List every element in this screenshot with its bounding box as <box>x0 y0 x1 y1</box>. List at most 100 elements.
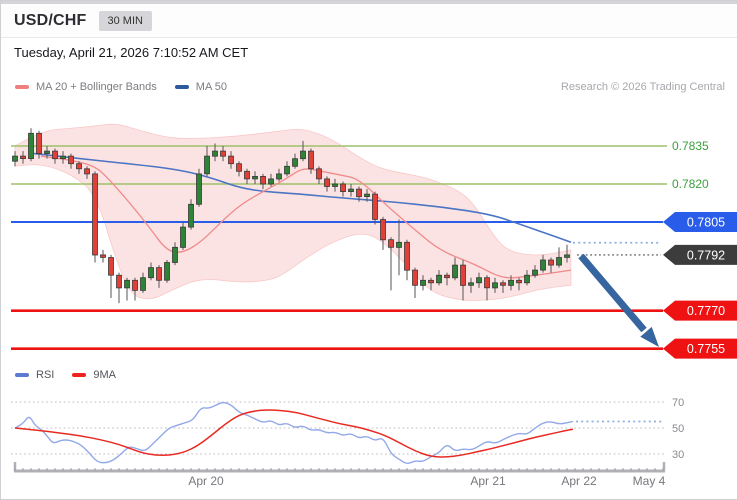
candle-down <box>444 274 450 279</box>
candle-down <box>116 274 122 289</box>
candle-up <box>532 269 538 276</box>
candle-down <box>68 155 74 165</box>
rsi-9ma-line <box>14 409 574 458</box>
candle-down <box>324 178 330 187</box>
support-price-label: 0.7755 <box>687 342 725 356</box>
candle-up <box>564 254 570 258</box>
candle-down <box>460 264 466 286</box>
candle-up <box>492 282 498 289</box>
x-axis-date-label: May 4 <box>633 474 666 488</box>
candle-down <box>388 239 394 248</box>
candle-down <box>380 219 386 241</box>
candle-up <box>252 176 258 180</box>
rsi-chart: 70 50 30 Apr 20 Apr 21 Apr 22 May 4 <box>11 397 684 488</box>
candle-down <box>132 279 138 291</box>
candle-down <box>244 170 250 180</box>
rsi-line <box>14 401 574 464</box>
candle-up <box>12 155 18 162</box>
main-legend: MA 20 + Bollinger Bands MA 50 Research ©… <box>15 81 725 93</box>
pivot-price-badge <box>663 212 737 232</box>
ma20-legend-label: MA 20 + Bollinger Bands <box>36 81 157 93</box>
candle-up <box>540 259 546 271</box>
candle-down <box>260 176 266 185</box>
candle-up <box>164 262 170 281</box>
rsi-legend-label: RSI <box>36 369 55 381</box>
candle-down <box>220 150 226 157</box>
candle-down <box>516 279 522 284</box>
candles-layer <box>12 128 570 304</box>
candle-up <box>364 193 370 197</box>
support-price-label: 0.7770 <box>687 304 725 318</box>
candle-up <box>196 173 202 205</box>
pivot-price-label: 0.7805 <box>687 215 725 229</box>
candle-down <box>92 173 98 256</box>
candle-up <box>284 165 290 175</box>
candle-up <box>212 150 218 157</box>
last-price-badge <box>663 244 737 265</box>
legend-item-9ma: 9MA <box>72 369 116 381</box>
chart-header: USD/CHF 30 MIN <box>1 4 737 38</box>
candle-up <box>300 150 306 160</box>
resistance-price-label: 0.7820 <box>672 177 709 191</box>
candle-up <box>172 246 178 263</box>
candle-up <box>140 277 146 291</box>
candle-up <box>508 279 514 286</box>
window-top-strip <box>1 1 737 4</box>
candle-up <box>468 282 474 286</box>
candle-up <box>476 277 482 284</box>
candle-down <box>228 155 234 165</box>
support-price-badge <box>663 300 737 321</box>
ma50-legend-label: MA 50 <box>195 81 227 93</box>
candle-up <box>268 178 274 185</box>
ma50-line <box>33 152 572 244</box>
rsi-swatch-icon <box>15 373 29 377</box>
candle-up <box>180 226 186 248</box>
candle-up <box>148 267 154 279</box>
9ma-swatch-icon <box>72 373 87 377</box>
candlestick-chart: 0.7835 0.7820 0.7805 0.7792 0.7770 0.7755 <box>11 123 737 359</box>
candle-up <box>420 279 426 286</box>
candle-up <box>188 203 194 228</box>
candle-down <box>412 269 418 286</box>
candle-down <box>236 163 242 172</box>
candle-up <box>44 150 50 154</box>
candle-down <box>548 259 554 266</box>
candle-up <box>60 155 66 159</box>
candle-down <box>156 267 162 281</box>
ma20-swatch-icon <box>15 85 29 89</box>
candle-down <box>340 183 346 192</box>
rsi-legend: RSI 9MA <box>15 369 134 381</box>
candle-down <box>52 150 58 160</box>
rsi-tick-label: 50 <box>672 423 684 435</box>
timeframe-badge: 30 MIN <box>98 10 152 31</box>
ma20-line <box>40 155 572 279</box>
legend-item-rsi: RSI <box>15 369 54 381</box>
symbol-title: USD/CHF <box>14 11 87 29</box>
candle-up <box>124 279 130 289</box>
9ma-legend-label: 9MA <box>93 369 116 381</box>
candle-down <box>108 257 114 276</box>
bollinger-band-area <box>14 123 572 301</box>
candle-down <box>404 241 410 271</box>
candle-up <box>524 274 530 284</box>
last-price-label: 0.7792 <box>687 248 725 262</box>
candle-up <box>436 274 442 284</box>
candle-down <box>100 254 106 258</box>
x-axis-date-label: Apr 20 <box>188 474 224 488</box>
bearish-arrow-head-icon <box>640 326 659 347</box>
candle-down <box>372 193 378 220</box>
candle-down <box>316 168 322 180</box>
bearish-arrow-shaft <box>578 253 647 333</box>
candle-down <box>356 188 362 198</box>
legend-item-ma50: MA 50 <box>174 81 227 93</box>
x-axis-date-label: Apr 21 <box>470 474 506 488</box>
ma50-swatch-icon <box>174 85 189 89</box>
candle-down <box>36 132 42 154</box>
candle-up <box>276 173 282 180</box>
candle-down <box>20 155 26 159</box>
candle-down <box>308 150 314 170</box>
candle-up <box>396 241 402 248</box>
candle-up <box>292 158 298 167</box>
candle-up <box>332 183 338 187</box>
